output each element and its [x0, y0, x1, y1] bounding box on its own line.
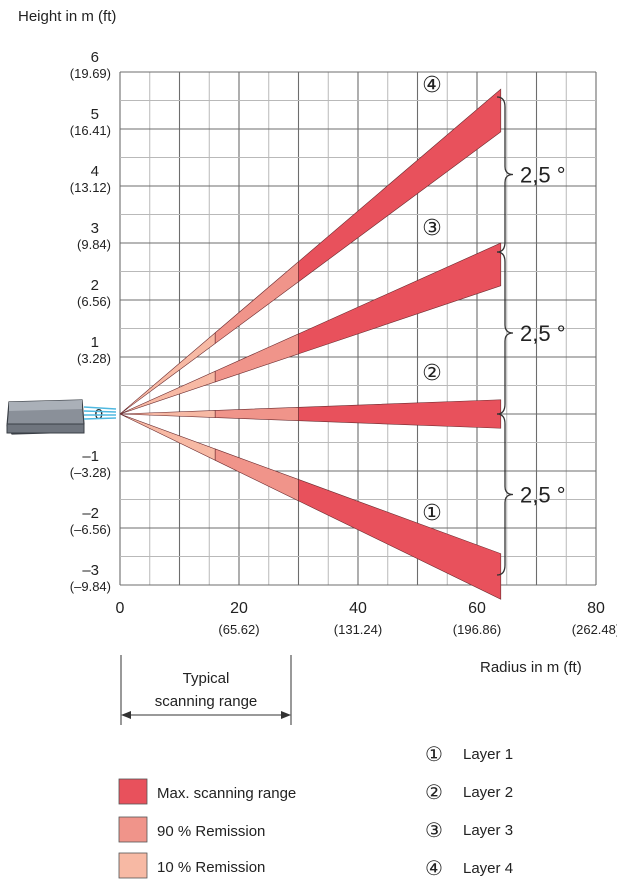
angle-bracket [496, 96, 514, 253]
x-tick-label-m: 80 [587, 600, 605, 617]
legend-marker-layer3: ③ [425, 820, 443, 842]
legend-label-10-remission: 10 % Remission [157, 859, 265, 876]
x-tick-label-ft: (196.86) [453, 622, 501, 637]
tick-labels: 6(19.69)5(16.41)4(13.12)3(9.84)2(6.56)1(… [70, 49, 617, 637]
x-tick-label-ft: (131.24) [334, 622, 382, 637]
y-tick-label-ft: (–3.28) [70, 465, 111, 480]
legend-label-max-range: Max. scanning range [157, 785, 296, 802]
angle-label: 2,5 ° [520, 321, 566, 346]
x-tick-label-ft: (262.48) [572, 622, 617, 637]
y-tick-label-m: 1 [91, 334, 99, 351]
typical-scanning-range: Typical scanning range [120, 655, 292, 725]
layer-marker: ③ [422, 215, 442, 240]
typical-range-label-line2: scanning range [155, 693, 258, 710]
legend-marker-layer4: ④ [425, 858, 443, 880]
layer-marker: ② [422, 360, 442, 385]
legend-layers: ① Layer 1 ② Layer 2 ③ Layer 3 ④ Layer 4 [425, 744, 513, 880]
y-tick-label-m: –1 [82, 448, 99, 465]
y-tick-label-m: 5 [91, 106, 99, 123]
beam-layer2-seg2 [298, 399, 502, 429]
legend-swatch-90-remission [118, 816, 148, 843]
layer-marker: ④ [422, 72, 442, 97]
y-tick-label-ft: (9.84) [77, 237, 111, 252]
beam-layer4-seg1 [214, 261, 299, 345]
legend-label-90-remission: 90 % Remission [157, 823, 265, 840]
y-tick-label-ft: (6.56) [77, 294, 111, 309]
x-tick-label-ft: (65.62) [218, 622, 259, 637]
beam-layer2-seg0 [119, 410, 216, 418]
legend-label-layer1: Layer 1 [463, 746, 513, 763]
y-tick-label-ft: (–6.56) [70, 522, 111, 537]
legend-swatch-10-remission [118, 852, 148, 879]
layer-marker: ① [422, 500, 442, 525]
y-tick-label-m: 2 [91, 277, 99, 294]
y-tick-label-ft: (–9.84) [70, 579, 111, 594]
beam-layer3-seg1 [214, 333, 299, 383]
angle-label: 2,5 ° [520, 483, 566, 508]
angle-bracket [496, 251, 514, 415]
typical-range-label-line1: Typical [183, 670, 230, 687]
legend-marker-layer1: ① [425, 744, 443, 766]
y-tick-label-ft: (19.69) [70, 66, 111, 81]
beam-layer1-seg0 [119, 413, 216, 461]
y-axis-label: Height in m (ft) [18, 8, 116, 25]
x-tick-label-m: 20 [230, 600, 248, 617]
annotations: 2,5 ° 2,5 ° 2,5 ° [496, 96, 566, 576]
y-tick-label-ft: (13.12) [70, 180, 111, 195]
beam-layer1-seg1 [214, 448, 299, 502]
grid [119, 71, 597, 586]
x-tick-label-m: 40 [349, 600, 367, 617]
x-axis-label: Radius in m (ft) [480, 659, 582, 676]
y-tick-label-m: –2 [82, 505, 99, 522]
legend-label-layer2: Layer 2 [463, 784, 513, 801]
angle-label: 2,5 ° [520, 163, 566, 188]
angle-bracket [496, 413, 514, 576]
beam-layer3-seg2 [298, 242, 502, 355]
x-tick-label-m: 0 [116, 600, 125, 617]
beam-layer4-seg0 [119, 332, 216, 415]
beam-layer4-seg2 [298, 88, 502, 283]
y-tick-label-m: 3 [91, 220, 99, 237]
y-tick-label-ft: (3.28) [77, 351, 111, 366]
sensor-device-icon [6, 399, 117, 435]
beam-layer2-seg1 [214, 407, 299, 421]
legend-swatch-max-range [118, 778, 148, 805]
y-tick-label-m: 6 [91, 49, 99, 66]
legend-ranges: Max. scanning range 90 % Remission 10 % … [118, 778, 296, 879]
legend-label-layer4: Layer 4 [463, 860, 513, 877]
y-tick-label-m: 4 [91, 163, 99, 180]
beams: ④ ③ ② ① [119, 72, 502, 600]
legend-label-layer3: Layer 3 [463, 822, 513, 839]
y-tick-label-ft: (16.41) [70, 123, 111, 138]
x-tick-label-m: 60 [468, 600, 486, 617]
legend-marker-layer2: ② [425, 782, 443, 804]
beam-layer1-seg2 [298, 479, 502, 600]
y-tick-label-m: –3 [82, 562, 99, 579]
